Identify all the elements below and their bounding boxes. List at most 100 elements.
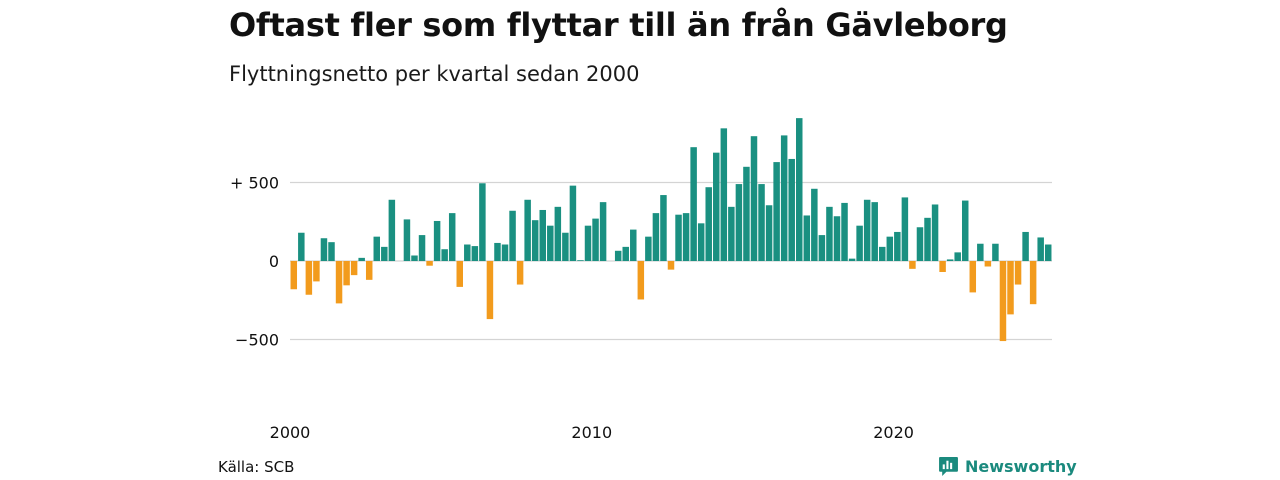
bar-2007-q3 <box>516 261 524 285</box>
bar-2005-q3 <box>456 261 463 287</box>
y-tick-label: 0 <box>269 252 279 271</box>
bar-2014-q2 <box>720 128 728 261</box>
x-tick-label: 2000 <box>270 423 311 442</box>
bar-2002-q3 <box>365 261 373 280</box>
bar-2011-q4 <box>645 236 652 261</box>
bar-2004-q3 <box>426 261 433 266</box>
bar-2000-q1 <box>290 261 298 290</box>
bar-2021-q1 <box>924 217 931 261</box>
bar-2018-q3 <box>848 258 856 261</box>
bar-2009-q3 <box>577 260 584 262</box>
bar-2023-q1 <box>984 261 992 267</box>
bar-2013-q4 <box>705 187 712 261</box>
bar-2017-q3 <box>818 235 826 261</box>
bar-2002-q2 <box>358 257 365 261</box>
bar-2005-q2 <box>448 213 456 261</box>
chart-title: Oftast fler som flyttar till än från Gäv… <box>229 6 1008 44</box>
bar-2001-q1 <box>320 238 328 261</box>
bar-2022-q1 <box>954 252 961 261</box>
bar-2018-q4 <box>856 225 863 261</box>
bar-2000-q3 <box>305 261 313 295</box>
bar-2001-q3 <box>335 261 343 304</box>
bar-2006-q3 <box>486 261 494 320</box>
bar-2008-q1 <box>531 220 539 261</box>
bar-2013-q1 <box>682 213 690 261</box>
x-tick-label: 2020 <box>873 423 914 442</box>
bar-2020-q4 <box>916 227 924 261</box>
bar-2005-q4 <box>464 244 471 261</box>
bar-2019-q2 <box>871 202 878 262</box>
newsworthy-logo-icon <box>939 457 958 476</box>
bar-2014-q3 <box>728 206 735 261</box>
bar-2008-q4 <box>554 206 562 261</box>
bar-2003-q1 <box>381 246 388 261</box>
bar-2016-q2 <box>780 135 788 261</box>
bar-2001-q4 <box>343 261 350 286</box>
bar-2023-q2 <box>992 243 999 261</box>
bar-2023-q4 <box>1007 261 1014 315</box>
bar-2015-q4 <box>765 205 773 261</box>
y-tick-label: + 500 <box>230 174 279 193</box>
bars <box>290 118 1052 342</box>
bar-2019-q3 <box>879 246 886 261</box>
bar-2024-q3 <box>1029 261 1037 305</box>
bar-2013-q2 <box>690 147 697 261</box>
bar-2024-q1 <box>1014 261 1022 285</box>
bar-2012-q1 <box>652 213 660 261</box>
bar-2001-q2 <box>328 242 335 261</box>
bar-2002-q1 <box>350 261 358 276</box>
bar-2010-q4 <box>614 250 622 261</box>
bar-2007-q2 <box>509 210 516 261</box>
bar-2000-q2 <box>298 232 305 261</box>
bar-2022-q4 <box>977 243 984 261</box>
bar-2019-q1 <box>863 199 871 261</box>
bar-2025-q1 <box>1044 244 1052 261</box>
bar-2018-q1 <box>833 216 841 261</box>
bar-2003-q2 <box>388 199 396 261</box>
bar-2016-q3 <box>788 158 795 261</box>
bar-2015-q1 <box>743 166 750 261</box>
y-tick-label: −500 <box>235 331 279 350</box>
bar-2022-q3 <box>969 261 977 293</box>
bar-2013-q3 <box>697 223 705 261</box>
bar-2007-q4 <box>524 199 531 261</box>
bar-2006-q4 <box>494 242 501 261</box>
bar-2022-q2 <box>961 200 969 261</box>
bar-2009-q4 <box>584 225 592 261</box>
bar-2005-q1 <box>441 249 448 261</box>
bar-2004-q1 <box>411 255 418 261</box>
bar-2021-q4 <box>946 259 954 261</box>
bar-2018-q2 <box>841 202 848 261</box>
bar-2011-q2 <box>630 229 637 261</box>
chart-subtitle: Flyttningsnetto per kvartal sedan 2000 <box>229 62 640 86</box>
source-label: Källa: SCB <box>218 458 295 476</box>
bar-2019-q4 <box>886 236 894 261</box>
bar-2002-q4 <box>373 236 381 261</box>
bar-2012-q3 <box>667 261 675 270</box>
bar-2006-q2 <box>479 183 486 261</box>
bar-2007-q1 <box>501 244 509 261</box>
bar-2012-q2 <box>660 195 667 261</box>
bar-2017-q1 <box>803 215 811 261</box>
bar-2008-q3 <box>547 225 554 261</box>
bar-2011-q3 <box>637 261 645 300</box>
bar-2020-q3 <box>909 261 916 269</box>
bar-2010-q2 <box>599 202 607 262</box>
bar-2006-q1 <box>471 246 479 261</box>
bar-2017-q4 <box>826 206 833 261</box>
bar-2021-q2 <box>931 204 939 261</box>
bar-2011-q1 <box>622 246 629 261</box>
x-axis-labels: 2000 2010 2020 <box>270 423 914 442</box>
bar-2009-q1 <box>562 232 569 261</box>
bar-2015-q2 <box>750 136 758 261</box>
bar-2016-q1 <box>773 162 780 261</box>
bar-2024-q4 <box>1037 237 1044 261</box>
bar-2003-q4 <box>403 219 411 261</box>
bar-2000-q4 <box>313 261 320 282</box>
bar-2012-q4 <box>675 214 682 261</box>
y-axis-labels: + 500 0 −500 <box>230 174 279 350</box>
bar-2004-q4 <box>433 220 441 261</box>
bar-2024-q2 <box>1022 231 1029 261</box>
bar-2020-q2 <box>901 197 909 261</box>
